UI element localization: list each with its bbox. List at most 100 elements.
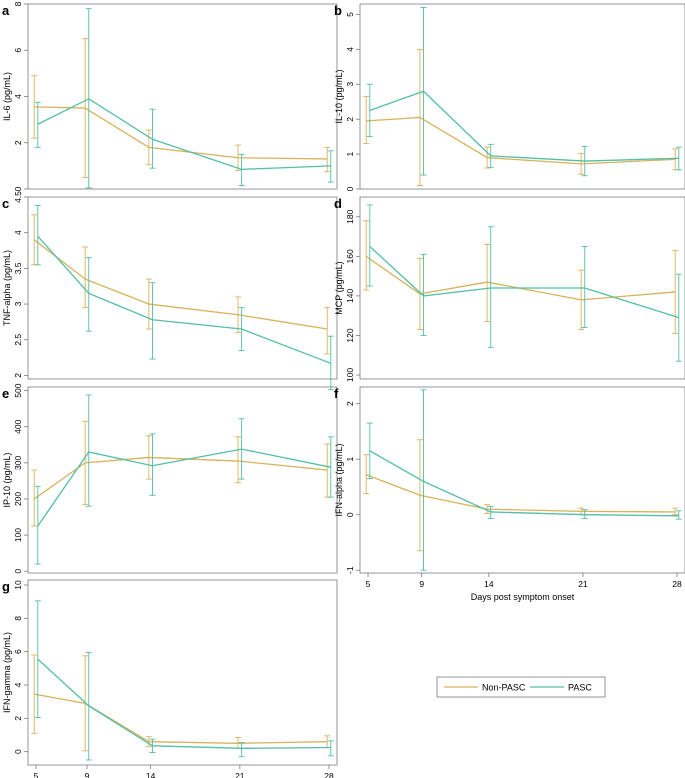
y-tick-label: 100: [345, 368, 355, 382]
panel-letter: a: [2, 3, 10, 18]
y-tick-label: 3.5: [13, 262, 23, 274]
legend: Non-PASC PASC: [436, 676, 606, 698]
series-non-pasc: [363, 220, 679, 334]
y-tick-label: 2: [13, 140, 23, 145]
y-tick-label: 1: [345, 457, 355, 462]
series-line: [365, 255, 676, 301]
series-line: [33, 239, 328, 330]
y-axis-title: IL-6 (pg/mL): [2, 72, 12, 121]
series-non-pasc: [363, 439, 679, 552]
y-tick-label: 4: [13, 230, 23, 235]
y-tick-label: 180: [345, 209, 355, 223]
series-pasc: [366, 7, 682, 177]
y-tick-label: 5: [345, 12, 355, 17]
y-tick-label: 1: [345, 151, 355, 156]
y-tick-label: 120: [345, 328, 355, 342]
panel-letter: e: [2, 386, 9, 401]
plot-frame: [27, 386, 338, 574]
x-tick-label: 9: [419, 579, 424, 589]
panel-a: a 0 2 4 6 8 IL-6 (pg/mL): [2, 1, 338, 191]
y-tick-label: 10: [13, 580, 23, 590]
y-tick-label: 160: [345, 249, 355, 263]
y-tick-label: 6: [13, 48, 23, 53]
plot-frame: [359, 386, 685, 574]
y-tick-label: 4: [13, 682, 23, 687]
series-line: [369, 245, 679, 319]
series-line: [369, 450, 679, 517]
series-line: [33, 456, 328, 500]
y-axis-title: IFN-alpha (pg/mL): [334, 443, 344, 516]
y-tick-label: 300: [13, 455, 23, 469]
y-tick-label: 2: [13, 373, 23, 378]
y-tick-label: 100: [13, 528, 23, 542]
panel-d: d 100 120 140 160 180 MCP (pg/mL): [334, 196, 685, 382]
series-non-pasc: [31, 38, 331, 178]
series-pasc: [366, 389, 682, 571]
series-pasc: [34, 394, 334, 565]
y-axis-title: IL-10 (pg/mL): [334, 69, 344, 123]
series-line: [365, 474, 676, 513]
series-non-pasc: [363, 48, 679, 186]
panel-b: b 0 1 2 3 4 5 IL-10 (pg/mL): [334, 3, 685, 191]
x-tick-label: 28: [672, 579, 682, 589]
y-tick-label: 0: [345, 512, 355, 517]
panel-f: f -1 0 1 2 IFN-alpha (pg/mL) 5 9 14 21 28 Days post…: [334, 386, 685, 602]
x-tick-label: 21: [578, 579, 588, 589]
panel-letter: b: [334, 3, 342, 18]
series-line: [366, 116, 676, 165]
y-tick-label: 4: [345, 47, 355, 52]
y-tick-label: 6: [13, 649, 23, 654]
legend-frame: [436, 676, 606, 698]
y-axis-title: MCP (pg/mL): [334, 261, 344, 314]
series-pasc: [34, 600, 334, 761]
y-tick-label: 8: [13, 616, 23, 621]
plot-frame: [27, 196, 338, 380]
panel-letter: c: [2, 196, 9, 211]
y-tick-label: 200: [13, 492, 23, 506]
plot-frame: [27, 3, 338, 190]
y-tick-label: 0: [345, 186, 355, 191]
series-line: [37, 448, 331, 527]
series-non-pasc: [31, 214, 331, 355]
panel-letter: f: [334, 386, 339, 401]
series-line: [34, 693, 328, 744]
y-tick-label: 140: [345, 289, 355, 303]
panel-c: c 2 2.5 3 3.5 4 4.5 TNF-alpha (pg/mL): [2, 191, 338, 391]
legend-label-pasc: PASC: [568, 683, 592, 693]
y-tick-label: 0: [13, 569, 23, 574]
series-non-pasc: [31, 654, 331, 752]
y-tick-label: 0: [13, 749, 23, 754]
x-tick-label: 28: [324, 771, 334, 778]
y-axis-title: IP-10 (pg/mL): [2, 452, 12, 507]
x-tick-label: 9: [85, 771, 90, 778]
y-tick-label: -1: [345, 566, 355, 574]
series-line: [37, 235, 332, 364]
y-tick-label: 3: [345, 82, 355, 87]
legend-label-non-pasc: Non-PASC: [482, 683, 526, 693]
y-tick-label: 0: [13, 186, 23, 191]
plot-frame: [27, 579, 338, 766]
x-axis-title: Days post symptom onset: [471, 592, 575, 602]
series-pasc: [366, 204, 682, 362]
series-line: [37, 98, 331, 170]
series-pasc: [34, 205, 334, 391]
x-tick-label: 14: [146, 771, 156, 778]
y-tick-label: 500: [13, 383, 23, 397]
plot-frame: [359, 196, 685, 380]
y-tick-label: 2: [345, 117, 355, 122]
panel-e: e 0 100 200 300 400 500 IP-10 (pg/mL): [2, 383, 338, 574]
y-tick-label: 2.5: [13, 334, 23, 346]
y-tick-label: 400: [13, 419, 23, 433]
series-line: [369, 90, 679, 162]
panel-g: g 0 2 4 6 8 10 IFN-gamma (pg/mL) 5 9 14 21 28: [2, 579, 338, 778]
y-tick-label: 2: [13, 716, 23, 721]
series-line: [34, 106, 328, 160]
series-line: [37, 658, 331, 749]
plot-frame: [359, 3, 685, 190]
y-axis-title: TNF-alpha (pg/mL): [2, 250, 12, 326]
y-tick-label: 2: [345, 401, 355, 406]
y-tick-label: 4: [13, 94, 23, 99]
panel-letter: g: [2, 579, 10, 594]
series-non-pasc: [31, 420, 331, 527]
